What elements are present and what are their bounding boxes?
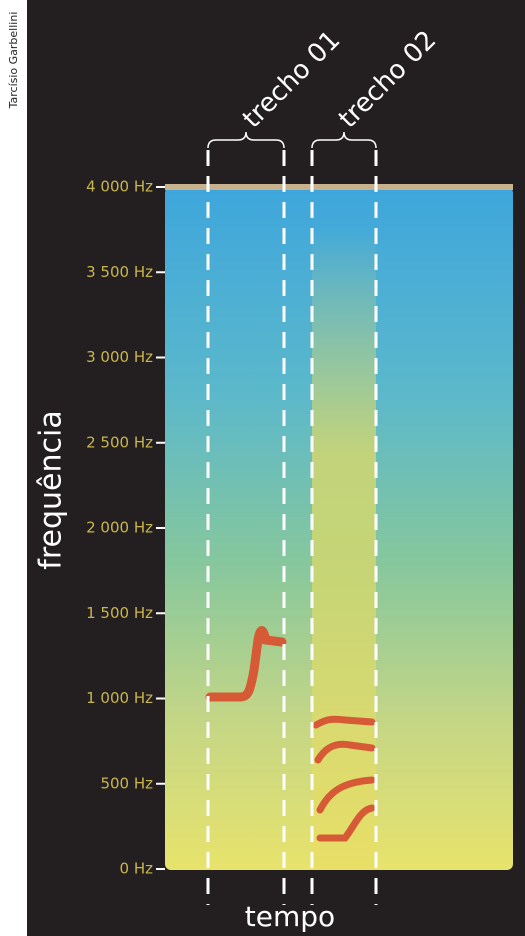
y-tick-label: 1 000 Hz	[86, 689, 153, 707]
x-axis-label: tempo	[245, 900, 335, 933]
y-axis-label: frequência	[34, 410, 69, 569]
y-tick-label: 3 000 Hz	[86, 348, 153, 366]
y-tick-label: 2 500 Hz	[86, 433, 153, 451]
y-tick-label: 3 500 Hz	[86, 263, 153, 281]
credit: Tarcísio Garbellini	[7, 12, 20, 110]
spectrogram-band	[312, 230, 376, 870]
formant	[205, 626, 287, 702]
y-tick-label: 1 500 Hz	[86, 604, 153, 622]
y-tick-label: 0 Hz	[120, 860, 154, 878]
brace	[311, 131, 377, 149]
formant	[312, 715, 376, 842]
y-tick-label: 500 Hz	[100, 774, 153, 792]
brace	[207, 131, 285, 149]
y-tick-label: 4 000 Hz	[86, 178, 153, 196]
spectrogram	[165, 184, 513, 870]
y-tick-label: 2 000 Hz	[86, 519, 153, 537]
top-band	[165, 184, 513, 190]
